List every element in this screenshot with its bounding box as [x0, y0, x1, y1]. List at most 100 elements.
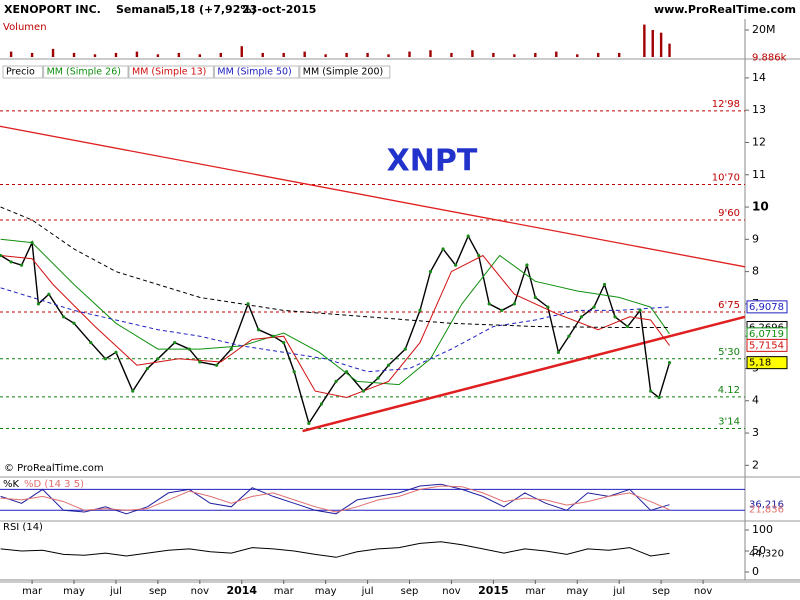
- price-point: [625, 324, 630, 329]
- axis-value-box: [746, 356, 788, 370]
- y-tick-label: 14: [752, 71, 766, 84]
- y-tick-label: 20M: [752, 23, 776, 36]
- price-point: [638, 308, 642, 312]
- y-tick-label: 3: [752, 426, 759, 439]
- price-point: [36, 302, 40, 306]
- volume-bar: [651, 29, 654, 57]
- price-point: [103, 357, 108, 361]
- price-point: [500, 308, 504, 312]
- value-label: 44,320: [749, 548, 784, 559]
- price-point: [334, 379, 338, 383]
- panel-title: Volumen: [3, 22, 47, 33]
- level-label: 9'60: [718, 208, 740, 219]
- legend-entry: MM (Simple 13): [132, 67, 206, 78]
- price-point: [418, 308, 422, 312]
- price-point: [512, 302, 516, 306]
- quote: 5,18 (+7,92%): [168, 3, 256, 16]
- price-point: [525, 263, 529, 267]
- price-point: [145, 366, 150, 371]
- price-point: [173, 341, 177, 345]
- volume-bar: [51, 48, 55, 57]
- volume-bar: [659, 32, 663, 57]
- legend-entry: Precio: [6, 67, 35, 78]
- axis-value-label: 5,18: [749, 358, 771, 369]
- header-bar: [0, 0, 800, 19]
- price-point: [441, 247, 445, 251]
- volume-bar: [366, 52, 369, 57]
- price-point: [89, 341, 93, 345]
- volume-bar: [643, 24, 646, 57]
- legend-entry: MM (Simple 200): [303, 67, 383, 78]
- x-tick-label: nov: [694, 586, 712, 597]
- series-line: [0, 541, 670, 558]
- x-tick-label: sep: [149, 586, 167, 597]
- axis-value-label: 6,0719: [749, 329, 784, 340]
- x-tick-label: sep: [401, 586, 419, 597]
- watermark: XNPT: [387, 144, 478, 179]
- x-tick-label: sep: [652, 586, 670, 597]
- y-tick-label: 9: [752, 232, 759, 245]
- volume-bar: [617, 52, 621, 57]
- price-point: [156, 357, 160, 361]
- volume-bar: [72, 52, 76, 57]
- legend-box: [128, 65, 214, 79]
- price-point: [47, 292, 51, 296]
- volume-bar: [198, 54, 202, 57]
- y-tick-label: 10: [752, 200, 769, 214]
- price-point: [114, 350, 118, 354]
- level-label: 6'75: [718, 300, 740, 311]
- volume-bar: [345, 52, 348, 57]
- x-tick-label: nov: [442, 586, 460, 597]
- legend-entry: MM (Simple 50): [217, 67, 291, 78]
- price-point: [19, 263, 24, 267]
- price-point: [345, 370, 349, 374]
- price-point: [131, 389, 135, 393]
- axis-value-label: 6,9078: [749, 302, 784, 313]
- volume-bar: [387, 54, 390, 57]
- legend-box: [213, 65, 300, 79]
- panel-title: %K: [3, 479, 20, 490]
- legend-entry: MM (Simple 26): [47, 67, 121, 78]
- date: 23-oct-2015: [242, 3, 316, 16]
- x-tick-label: may: [315, 586, 337, 597]
- copyright: © ProRealTime.com: [4, 463, 104, 474]
- price-point: [376, 376, 380, 380]
- price-point: [466, 234, 470, 238]
- x-tick-label: nov: [191, 586, 209, 597]
- volume-bar: [177, 52, 181, 57]
- price-point: [556, 350, 560, 354]
- volume-bar: [9, 51, 13, 57]
- price-point: [602, 282, 607, 287]
- y-tick-label: 8: [752, 265, 759, 278]
- value-label: 36,216: [749, 500, 784, 511]
- volume-bar: [492, 52, 495, 57]
- price-point: [198, 360, 202, 364]
- volume-bar: [408, 51, 411, 57]
- volume-bar: [576, 54, 579, 57]
- y-tick-label: 12: [752, 135, 766, 148]
- x-tick-label: jul: [361, 586, 374, 597]
- volume-bar: [30, 52, 34, 57]
- x-tick-label: may: [63, 586, 85, 597]
- price-point: [229, 347, 233, 351]
- price-point: [61, 315, 66, 319]
- site: www.ProRealTime.com: [654, 3, 796, 16]
- volume-bar: [597, 52, 600, 57]
- level-label: 3'14: [718, 417, 740, 428]
- price-point: [246, 302, 250, 306]
- y-tick-label: 4: [752, 394, 759, 407]
- volume-bar: [135, 51, 139, 57]
- volume-bar: [282, 52, 285, 57]
- price-point: [307, 421, 311, 425]
- y-tick-label: 11: [752, 168, 766, 181]
- price-point: [271, 334, 275, 338]
- series-line: [0, 254, 670, 399]
- price-point: [30, 240, 34, 245]
- axis-value-box: [746, 300, 788, 314]
- axis-value-box: [746, 338, 788, 352]
- legend-box: [299, 65, 391, 79]
- panel-subtitle: %D (14 3 5): [24, 479, 84, 490]
- volume-bar: [534, 52, 537, 57]
